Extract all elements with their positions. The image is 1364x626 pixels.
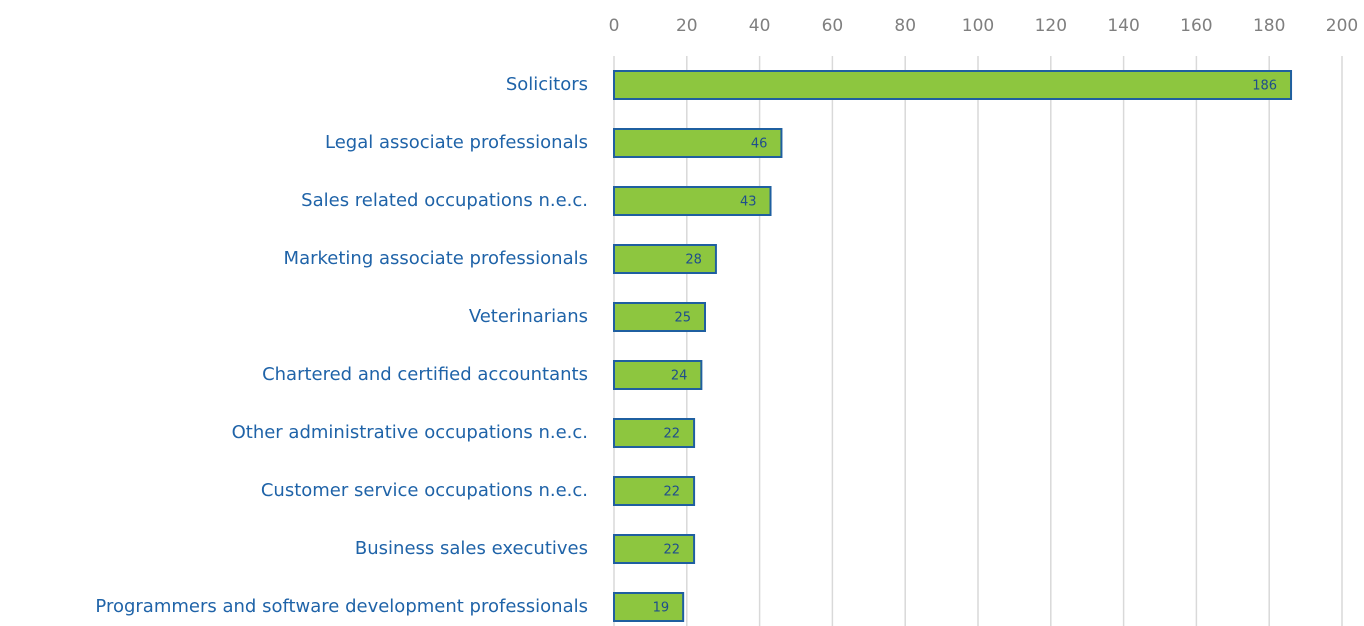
bar [613,592,685,622]
data-label: 24 [671,369,688,384]
x-tick-label: 200 [1326,16,1358,36]
y-tick-label: Programmers and software development pro… [95,596,588,617]
data-label: 22 [664,543,681,558]
data-label: 25 [674,311,691,326]
x-tick-label: 100 [962,16,994,36]
data-label: 43 [740,195,757,210]
bar [613,244,717,274]
y-tick-label: Customer service occupations n.e.c. [261,480,588,501]
data-label: 46 [751,137,768,152]
bar [613,476,696,506]
x-tick-label: 80 [894,16,916,36]
bar [613,70,1293,100]
bar [613,128,783,158]
x-tick-label: 180 [1253,16,1285,36]
y-tick-label: Sales related occupations n.e.c. [301,190,588,211]
y-tick-label: Chartered and certified accountants [262,364,588,385]
y-tick-label: Other administrative occupations n.e.c. [232,422,588,443]
x-tick-label: 20 [676,16,698,36]
y-tick-label: Legal associate professionals [325,132,588,153]
x-tick-label: 160 [1180,16,1212,36]
data-label: 19 [653,601,670,616]
bar [613,186,772,216]
x-tick-label: 140 [1107,16,1139,36]
x-tick-label: 0 [609,16,620,36]
bar [613,302,706,332]
bar [613,418,696,448]
data-label: 22 [664,427,681,442]
data-label: 186 [1252,79,1277,94]
y-tick-label: Solicitors [506,74,588,95]
x-tick-label: 120 [1035,16,1067,36]
bar [613,534,696,564]
y-tick-label: Veterinarians [469,306,588,327]
data-label: 22 [664,485,681,500]
data-label: 28 [685,253,702,268]
y-tick-label: Marketing associate professionals [284,248,588,269]
y-tick-label: Business sales executives [355,538,588,559]
x-tick-label: 60 [822,16,844,36]
x-tick-label: 40 [749,16,771,36]
bar [613,360,703,390]
